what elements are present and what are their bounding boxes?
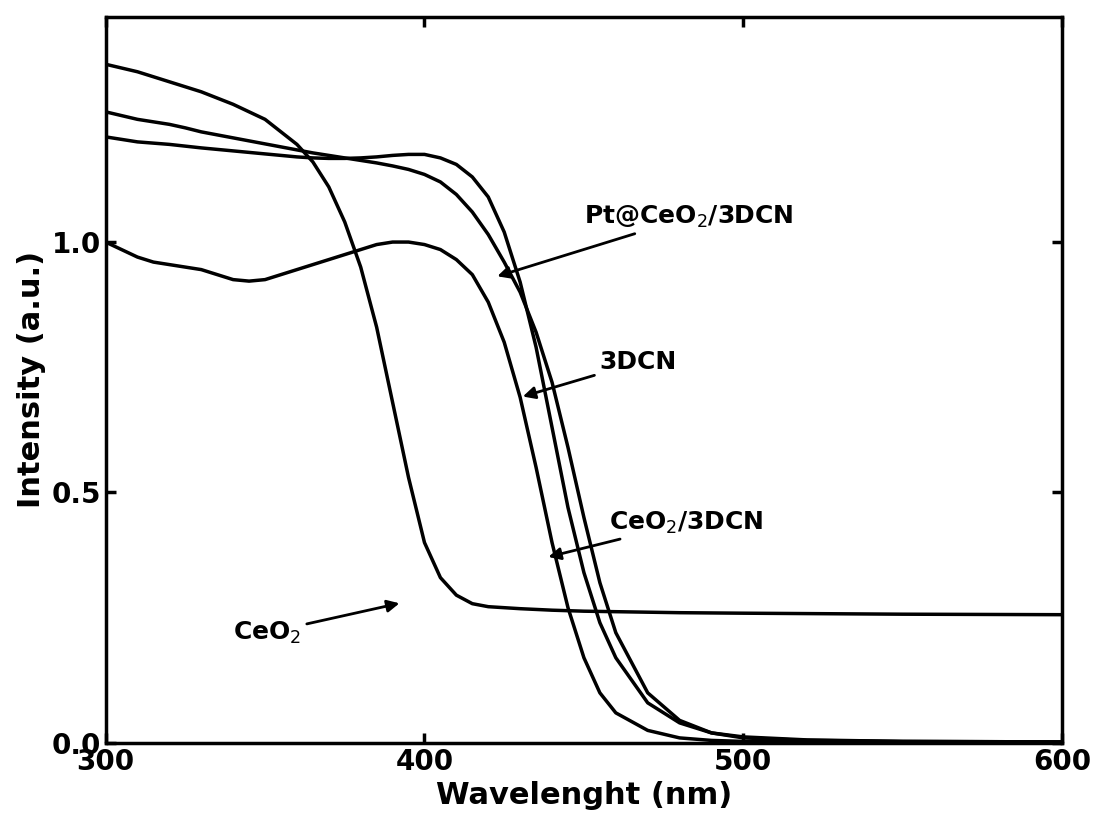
Text: 3DCN: 3DCN xyxy=(526,351,677,398)
Text: Pt@CeO$_2$/3DCN: Pt@CeO$_2$/3DCN xyxy=(500,204,793,277)
X-axis label: Wavelenght (nm): Wavelenght (nm) xyxy=(435,782,732,810)
Text: CeO$_2$/3DCN: CeO$_2$/3DCN xyxy=(552,509,763,558)
Y-axis label: Intensity (a.u.): Intensity (a.u.) xyxy=(17,251,45,509)
Text: CeO$_2$: CeO$_2$ xyxy=(233,601,397,646)
